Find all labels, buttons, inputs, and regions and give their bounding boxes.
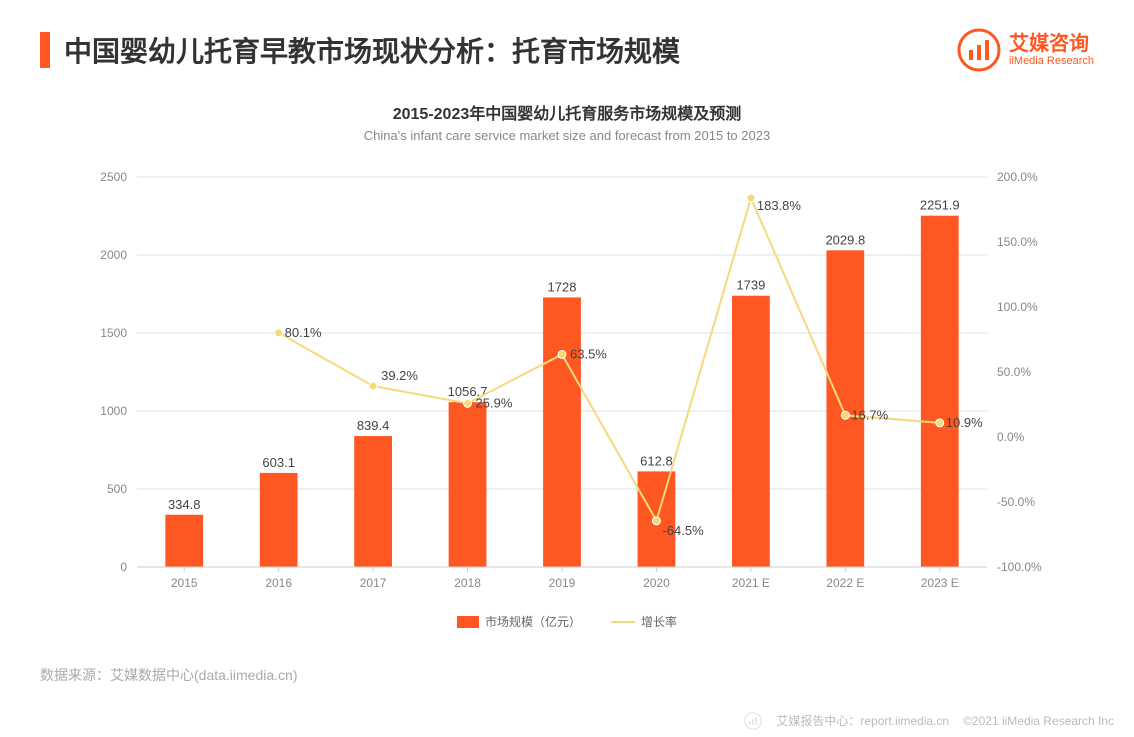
bar xyxy=(732,296,770,567)
svg-text:2023 E: 2023 E xyxy=(921,576,959,590)
chart-svg: 0 500 1000 1500 2000 2500 -100.0% -50.0% 0.0% 50.… xyxy=(67,167,1067,607)
svg-text:2251.9: 2251.9 xyxy=(920,198,960,213)
legend: 市场规模（亿元） 增长率 xyxy=(0,613,1134,630)
svg-text:2000: 2000 xyxy=(100,248,127,262)
svg-text:2019: 2019 xyxy=(549,576,576,590)
svg-text:2015: 2015 xyxy=(171,576,198,590)
svg-text:1739: 1739 xyxy=(736,278,765,293)
svg-text:39.2%: 39.2% xyxy=(381,368,418,383)
bar xyxy=(449,402,487,567)
line-marker xyxy=(747,194,755,202)
svg-text:2017: 2017 xyxy=(360,576,387,590)
svg-text:2020: 2020 xyxy=(643,576,670,590)
logo-en-text: iiMedia Research xyxy=(1009,55,1094,67)
bar xyxy=(543,297,581,567)
footer-logo-icon xyxy=(744,712,762,730)
line-marker xyxy=(936,419,944,427)
line-marker xyxy=(275,329,283,337)
data-source: 数据来源：艾媒数据中心(data.iimedia.cn) xyxy=(40,665,298,685)
header: 中国婴幼儿托育早教市场现状分析：托育市场规模 艾媒咨询 iiMedia Rese… xyxy=(0,0,1134,82)
line-marker xyxy=(369,382,377,390)
logo-cn-text: 艾媒咨询 xyxy=(1009,33,1094,55)
svg-text:63.5%: 63.5% xyxy=(570,346,607,361)
svg-text:-100.0%: -100.0% xyxy=(997,560,1042,574)
title-accent-bar xyxy=(40,32,50,68)
footer-report: 艾媒报告中心：report.iimedia.cn xyxy=(776,712,949,729)
svg-text:2021 E: 2021 E xyxy=(732,576,770,590)
legend-bar-swatch xyxy=(457,616,479,628)
svg-text:80.1%: 80.1% xyxy=(285,325,322,340)
svg-text:612.8: 612.8 xyxy=(640,453,673,468)
legend-line: 增长率 xyxy=(611,613,677,630)
svg-text:10.9%: 10.9% xyxy=(946,415,983,430)
line-marker xyxy=(558,350,566,358)
svg-text:50.0%: 50.0% xyxy=(997,365,1031,379)
main-title: 中国婴幼儿托育早教市场现状分析：托育市场规模 xyxy=(64,30,680,70)
svg-text:0.0%: 0.0% xyxy=(997,430,1025,444)
logo: 艾媒咨询 iiMedia Research xyxy=(957,28,1094,72)
svg-text:-64.5%: -64.5% xyxy=(662,523,704,538)
legend-bar: 市场规模（亿元） xyxy=(457,613,581,630)
title-wrap: 中国婴幼儿托育早教市场现状分析：托育市场规模 xyxy=(40,30,680,70)
svg-text:603.1: 603.1 xyxy=(262,455,295,470)
svg-text:183.8%: 183.8% xyxy=(757,198,802,213)
chart-area: 0 500 1000 1500 2000 2500 -100.0% -50.0% 0.0% 50.… xyxy=(67,167,1067,607)
bar xyxy=(921,216,959,567)
svg-text:25.9%: 25.9% xyxy=(476,395,513,410)
svg-text:500: 500 xyxy=(107,482,127,496)
svg-text:334.8: 334.8 xyxy=(168,497,201,512)
logo-icon xyxy=(957,28,1001,72)
svg-text:0: 0 xyxy=(120,560,127,574)
bar xyxy=(165,515,203,567)
svg-text:16.7%: 16.7% xyxy=(851,407,888,422)
svg-text:2016: 2016 xyxy=(265,576,292,590)
chart-title-cn: 2015-2023年中国婴幼儿托育服务市场规模及预测 xyxy=(0,100,1134,124)
logo-text: 艾媒咨询 iiMedia Research xyxy=(1009,33,1094,67)
legend-line-label: 增长率 xyxy=(641,613,677,630)
chart-title-en: China's infant care service market size … xyxy=(0,128,1134,143)
legend-line-swatch xyxy=(611,621,635,623)
chart-titles: 2015-2023年中国婴幼儿托育服务市场规模及预测 China's infan… xyxy=(0,100,1134,143)
svg-text:1000: 1000 xyxy=(100,404,127,418)
footer-copyright: ©2021 iiMedia Research Inc xyxy=(963,714,1114,728)
svg-text:2022 E: 2022 E xyxy=(826,576,864,590)
line-marker xyxy=(652,517,660,525)
svg-text:2018: 2018 xyxy=(454,576,481,590)
bar xyxy=(354,436,392,567)
line-marker xyxy=(841,411,849,419)
svg-text:1500: 1500 xyxy=(100,326,127,340)
svg-text:839.4: 839.4 xyxy=(357,418,390,433)
svg-text:2029.8: 2029.8 xyxy=(825,232,865,247)
svg-text:2500: 2500 xyxy=(100,170,127,184)
svg-text:100.0%: 100.0% xyxy=(997,300,1038,314)
bar xyxy=(260,473,298,567)
svg-text:200.0%: 200.0% xyxy=(997,170,1038,184)
line-marker xyxy=(464,399,472,407)
footer: 艾媒报告中心：report.iimedia.cn ©2021 iiMedia R… xyxy=(0,703,1134,737)
svg-text:1728: 1728 xyxy=(548,279,577,294)
legend-bar-label: 市场规模（亿元） xyxy=(485,613,581,630)
svg-text:-50.0%: -50.0% xyxy=(997,495,1035,509)
svg-text:150.0%: 150.0% xyxy=(997,235,1038,249)
